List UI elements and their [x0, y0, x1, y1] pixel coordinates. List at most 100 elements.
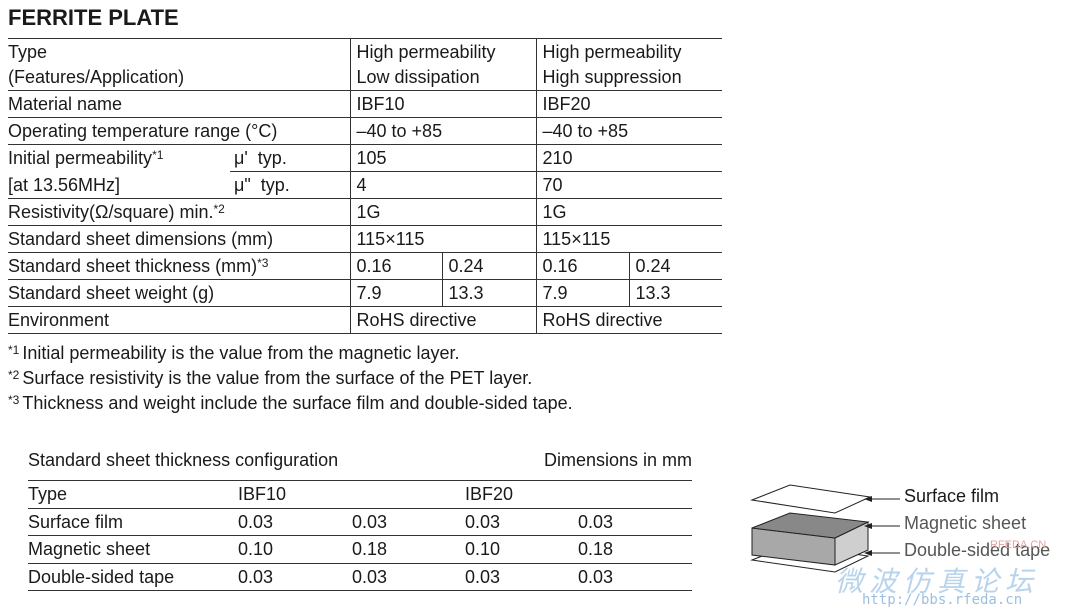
spec-table: Type (Features/Application) High permeabil… [8, 38, 723, 334]
cell-text: 13.3 [448, 283, 484, 303]
row: Standard sheet thickness (mm)*3 0.16 0.24 0… [8, 252, 723, 280]
row: Resistivity(Ω/square) min.*2 1G 1G [8, 198, 723, 226]
row: Magnetic sheet 0.10 0.18 0.10 0.18 [28, 535, 692, 564]
label-cell: Standard sheet dimensions (mm) [8, 225, 350, 253]
cell-line: High permeability [356, 41, 496, 62]
cell-text: IBF10 [356, 94, 405, 114]
cell-text: Resistivity(Ω/square) min. [8, 202, 214, 222]
row: Double-sided tape 0.03 0.03 0.03 0.03 [28, 563, 692, 591]
cell-text: Standard sheet dimensions (mm) [8, 229, 274, 249]
value-cell: 115×115 [349, 225, 536, 253]
header-cell: IBF10 [238, 480, 465, 509]
sub-cell: μ' typ. [230, 144, 350, 172]
value-cell: 0.03 [238, 508, 352, 536]
value-cell: 0.03 [465, 563, 578, 591]
surface-film [750, 484, 872, 514]
cell-line: High suppression [542, 66, 682, 87]
value-cell: 210 [535, 144, 723, 172]
value-cell: High permeability Low dissipation [349, 38, 536, 91]
label-cell: Initial permeability*1 [8, 145, 230, 172]
title: FERRITE PLATE [8, 5, 179, 30]
value-cell: 0.24 [441, 252, 536, 280]
arrowhead [864, 496, 872, 502]
row: Surface film 0.03 0.03 0.03 0.03 [28, 508, 692, 536]
cell-text: Standard sheet weight (g) [8, 283, 215, 303]
value-cell: High permeability High suppression [535, 38, 723, 91]
cell-text: Operating temperature range (°C) [8, 121, 278, 141]
cell-text: 1G [356, 202, 381, 222]
value-cell: 13.3 [441, 279, 536, 307]
arrowhead [864, 523, 872, 529]
value-cell: 0.03 [238, 563, 352, 591]
diagram-label: Magnetic sheet [904, 513, 1027, 533]
footnote-mark: *1 [8, 343, 20, 357]
value-cell: 4 [349, 171, 536, 199]
value-cell: 105 [349, 144, 536, 172]
footnote-mark: *3 [8, 393, 20, 407]
cell-text: 1G [542, 202, 567, 222]
footnote: *3 Thickness and weight include the surfa… [8, 391, 573, 416]
caption: Standard sheet thickness configuration [28, 450, 339, 470]
row: Material name IBF10 IBF20 [8, 90, 723, 118]
header-row: Type IBF10 IBF20 [28, 480, 692, 509]
cell-line: (Features/Application) [8, 66, 185, 87]
label-cell: Double-sided tape [28, 563, 238, 591]
value-cell: IBF20 [535, 90, 723, 118]
cell-text: 0.16 [356, 256, 392, 276]
cell-line: Type [8, 41, 48, 62]
value-cell: –40 to +85 [349, 117, 536, 145]
units: Dimensions in mm [543, 450, 692, 470]
cell-text: –40 to +85 [356, 121, 443, 141]
cell-text: IBF20 [542, 94, 591, 114]
value-cell: 0.03 [352, 563, 465, 591]
row: Type (Features/Application) High permeabil… [8, 38, 723, 91]
footnote-text: Surface resistivity is the value from th… [22, 368, 533, 388]
cell-text: 70 [542, 175, 563, 195]
watermark: http://bbs.rfeda.cn [862, 592, 1023, 608]
label-cell: Type (Features/Application) [8, 38, 350, 91]
cell-text: Standard sheet thickness (mm) [8, 256, 258, 276]
footnote-text: Thickness and weight include the surface… [22, 393, 573, 413]
value-cell: 0.16 [349, 252, 442, 280]
cell-text: 210 [542, 148, 573, 168]
label-cell: [at 13.56MHz] [8, 171, 230, 199]
row: Initial permeability*1 μ' typ. 105 210 [8, 144, 723, 172]
value-cell: –40 to +85 [535, 117, 723, 145]
note-mark: *1 [152, 148, 164, 163]
cell-text: 7.9 [356, 283, 382, 303]
cell-text: 0.24 [448, 256, 484, 276]
value-cell: 0.10 [238, 535, 352, 564]
cell-text: RoHS directive [356, 310, 477, 330]
value-cell: RoHS directive [349, 306, 536, 334]
value-cell: 70 [535, 171, 723, 199]
value-cell: 0.24 [628, 252, 723, 280]
arrowhead [864, 550, 872, 556]
cell-line: High permeability [542, 41, 682, 62]
config-table: Type IBF10 IBF20 Surface film 0.03 0.03 0.0… [28, 480, 692, 591]
value-cell: 0.16 [535, 252, 629, 280]
cell-text: 13.3 [635, 283, 671, 303]
cell-text: 4 [356, 175, 367, 195]
cell-text: 105 [356, 148, 387, 168]
value-cell: 115×115 [535, 225, 723, 253]
header-cell: IBF20 [465, 480, 692, 509]
cell-text: 115×115 [356, 229, 425, 249]
row: Operating temperature range (°C) –40 to +… [8, 117, 723, 145]
footnote: *1 Initial permeability is the value from… [8, 341, 460, 366]
cell-text: 0.24 [635, 256, 671, 276]
value-cell: 0.03 [465, 508, 578, 536]
label-cell: Operating temperature range (°C) [8, 117, 350, 145]
value-cell: 1G [535, 198, 723, 226]
value-cell: 13.3 [628, 279, 723, 307]
diagram-label: Double-sided tape [904, 540, 1051, 560]
note-mark: *3 [257, 256, 269, 270]
footnote: *2 Surface resistivity is the value from … [8, 366, 532, 391]
watermark: 微波仿真论坛 [835, 566, 1040, 597]
label-cell: Surface film [28, 508, 238, 536]
header-cell: Type [28, 480, 238, 509]
label-cell: Magnetic sheet [28, 535, 238, 564]
row: Environment RoHS directive RoHS directive [8, 306, 723, 334]
value-cell: 0.18 [578, 535, 692, 564]
label-cell: Standard sheet thickness (mm)*3 [8, 252, 350, 280]
